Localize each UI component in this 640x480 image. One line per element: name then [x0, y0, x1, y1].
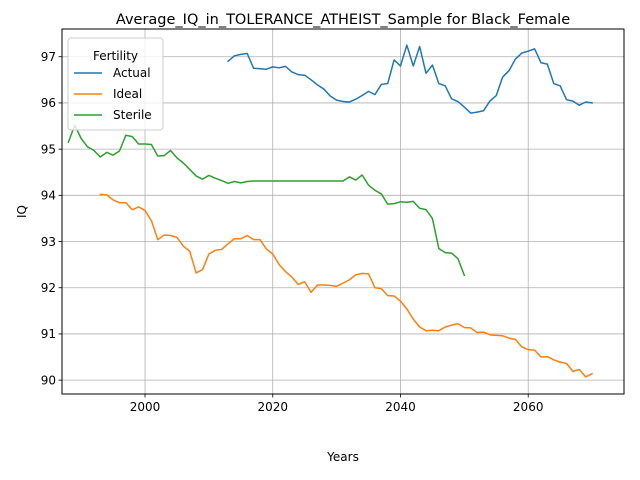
legend-label-actual: Actual [113, 66, 151, 80]
y-tick-label: 93 [41, 235, 56, 249]
legend-box [67, 37, 164, 131]
legend-label-ideal: Ideal [113, 87, 142, 101]
series-line-sterile [67, 124, 466, 277]
legend-title: Fertility [93, 49, 138, 63]
legend: Fertility Actual Ideal Sterile [67, 37, 164, 131]
series-line-actual [226, 44, 593, 114]
x-tick-label: 2060 [513, 400, 544, 414]
y-axis-label: IQ [15, 205, 29, 218]
y-tick-label: 95 [41, 142, 56, 156]
series-line-ideal [99, 193, 594, 378]
x-tick-label: 2040 [385, 400, 416, 414]
legend-label-sterile: Sterile [113, 108, 152, 122]
x-axis-label: Years [326, 450, 359, 464]
x-tick-label: 2000 [130, 400, 161, 414]
series-lines [67, 44, 594, 378]
y-tick-label: 94 [41, 189, 56, 203]
y-tick-label: 91 [41, 327, 56, 341]
y-axis-ticks: 90 91 92 93 94 95 96 97 [41, 50, 62, 387]
chart-title: Average_IQ_in_TOLERANCE_ATHEIST_Sample f… [116, 12, 570, 28]
plot-frame [61, 28, 625, 395]
legend-items: Actual Ideal Sterile [74, 66, 152, 122]
y-tick-label: 90 [41, 373, 56, 387]
y-tick-label: 97 [41, 50, 56, 64]
y-tick-label: 96 [41, 96, 56, 110]
grid-lines [62, 29, 624, 394]
x-axis-ticks: 2000 2020 2040 2060 [130, 394, 544, 414]
y-tick-label: 92 [41, 281, 56, 295]
x-tick-label: 2020 [257, 400, 288, 414]
